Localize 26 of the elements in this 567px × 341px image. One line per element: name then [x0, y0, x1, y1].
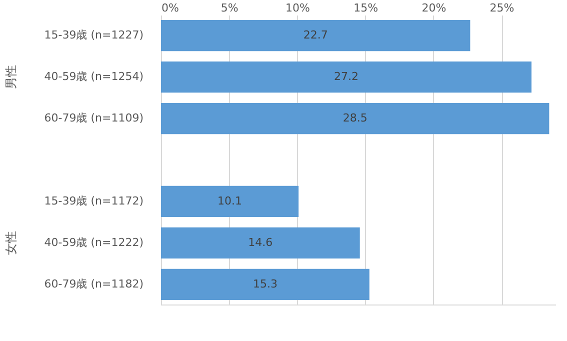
- bar: [161, 268, 370, 300]
- data-label: 14.6: [248, 236, 273, 249]
- bar: [161, 20, 470, 52]
- y-tick-label: 15-39歳 (n=1227): [44, 28, 144, 42]
- y-tick-label: 15-39歳 (n=1172): [44, 194, 144, 208]
- text: 女性: [4, 230, 18, 255]
- data-label: 22.7: [303, 28, 328, 42]
- text: 男性: [4, 65, 18, 90]
- x-tick-label: 20%: [422, 2, 446, 14]
- bar: [161, 102, 550, 134]
- y-tick-label: 60-79歳 (n=1109): [44, 112, 144, 125]
- data-label: 28.5: [342, 112, 368, 125]
- bar: [161, 186, 299, 218]
- y-tick-label: 40-59歳 (n=1254): [44, 70, 144, 84]
- x-tick-label: 0%: [162, 2, 179, 14]
- data-label: 10.1: [218, 194, 242, 208]
- data-label: 15.3: [252, 277, 278, 290]
- y-tick-label: 40-59歳 (n=1222): [44, 236, 144, 249]
- bar: [161, 227, 360, 259]
- data-label: 27.2: [334, 70, 358, 84]
- bar: [161, 61, 532, 93]
- y-tick-label: 60-79歳 (n=1182): [44, 277, 144, 290]
- x-tick-label: 15%: [354, 2, 378, 14]
- x-tick-label: 10%: [285, 2, 310, 14]
- x-tick-label: 5%: [220, 2, 238, 14]
- x-tick-label: 25%: [490, 2, 514, 14]
